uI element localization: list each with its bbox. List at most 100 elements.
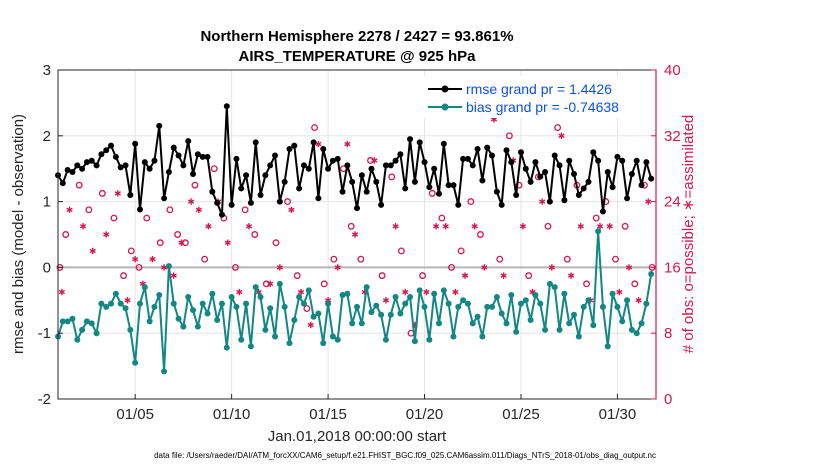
asterisk-stroke — [66, 207, 73, 213]
rmse-point — [344, 162, 351, 169]
bias-point — [648, 270, 655, 277]
asterisk-stroke — [481, 265, 488, 270]
y-axis-label: rmse and bias (model - observation) — [10, 114, 27, 354]
obs-possible-marker — [583, 280, 591, 288]
bias-point — [633, 330, 640, 337]
rmse-point — [93, 162, 100, 169]
bias-point — [378, 311, 385, 318]
asterisk-stroke — [58, 289, 65, 295]
rmse-point — [223, 103, 230, 110]
obs-possible-marker — [515, 181, 523, 189]
obs-assimilated-marker — [625, 264, 633, 271]
rmse-point — [503, 147, 510, 154]
obs-possible-marker — [388, 173, 396, 181]
bias-point — [503, 320, 510, 327]
bias-point — [161, 368, 168, 375]
rmse-point — [411, 178, 418, 185]
bias-point — [334, 336, 341, 343]
rmse-point — [435, 190, 442, 197]
chart-subtitle: AIRS_TEMPERATURE @ 925 hPa — [239, 48, 477, 65]
bias-point — [546, 280, 553, 287]
asterisk-stroke — [315, 141, 322, 147]
asterisk-stroke — [452, 289, 459, 295]
bias-point — [214, 317, 221, 324]
obs-assimilated-marker — [382, 297, 390, 304]
asterisk-stroke — [149, 256, 156, 262]
rmse-point — [190, 170, 197, 177]
obs-possible-marker — [438, 214, 446, 222]
rmse-point — [373, 178, 380, 185]
rmse-point — [272, 152, 279, 159]
obs-assimilated-marker — [392, 223, 399, 230]
rmse-point — [334, 155, 341, 162]
rmse-point — [440, 140, 447, 147]
bias-point — [445, 300, 452, 307]
rmse-point — [69, 168, 76, 175]
bias-point — [243, 300, 250, 307]
asterisk-stroke — [267, 281, 274, 287]
asterisk-stroke — [519, 224, 527, 229]
bias-point — [199, 300, 206, 307]
rmse-point — [252, 139, 259, 146]
x-tick-label: 01/05 — [116, 406, 154, 423]
bias-point — [69, 315, 76, 322]
bias-point — [566, 320, 573, 327]
bias-point — [440, 287, 447, 294]
asterisk-stroke — [596, 224, 604, 229]
rmse-point — [358, 172, 365, 179]
obs-possible-marker — [251, 231, 259, 238]
bias-point — [339, 292, 346, 299]
rmse-point — [296, 185, 303, 192]
rmse-point — [363, 188, 370, 195]
rmse-point — [489, 152, 496, 159]
y-right-tick-label: 8 — [664, 325, 672, 342]
bias-point — [305, 287, 312, 294]
obs-possible-marker — [166, 206, 174, 214]
rmse-point — [349, 178, 356, 185]
asterisk-stroke — [170, 273, 177, 278]
rmse-point — [402, 185, 409, 192]
rmse-point — [161, 195, 168, 202]
obs-assimilated-marker — [170, 272, 177, 279]
obs-assimilated-marker — [481, 264, 488, 271]
obs-assimilated-marker — [79, 223, 87, 230]
x-tick-label: 01/25 — [502, 406, 540, 423]
bias-point — [247, 343, 254, 350]
obs-possible-marker — [612, 255, 619, 263]
obs-assimilated-marker — [519, 223, 527, 230]
rmse-point — [460, 155, 467, 162]
bias-point — [194, 323, 201, 330]
bias-point — [498, 310, 505, 317]
obs-possible-marker — [347, 222, 355, 230]
obs-possible-marker — [554, 124, 562, 132]
bias-point — [595, 228, 602, 235]
obs-assimilated-marker — [205, 223, 212, 230]
obs-possible-marker — [496, 255, 504, 263]
rmse-point — [199, 153, 206, 160]
bias-point — [185, 294, 192, 301]
rmse-point — [580, 185, 587, 192]
obs-possible-marker — [135, 263, 143, 271]
obs-assimilated-marker — [539, 198, 546, 205]
bias-point — [585, 297, 592, 304]
obs-possible-marker — [477, 231, 484, 238]
asterisk-stroke — [236, 289, 243, 295]
rmse-point — [628, 170, 635, 177]
rmse-point — [310, 139, 317, 146]
obs-possible-marker — [320, 280, 328, 288]
bias-point — [551, 284, 558, 291]
bias-point — [599, 303, 606, 310]
obs-assimilated-marker — [558, 132, 565, 139]
rmse-point — [571, 170, 578, 177]
bias-point — [527, 317, 534, 324]
y-right-tick-label: 0 — [664, 391, 672, 408]
rmse-point — [378, 201, 385, 208]
bias-point — [609, 290, 616, 297]
rmse-point — [305, 165, 312, 172]
rmse-point — [382, 162, 389, 169]
obs-possible-marker — [602, 198, 610, 206]
rmse-point — [117, 164, 124, 171]
rmse-point — [648, 175, 655, 182]
asterisk-stroke — [432, 224, 440, 229]
